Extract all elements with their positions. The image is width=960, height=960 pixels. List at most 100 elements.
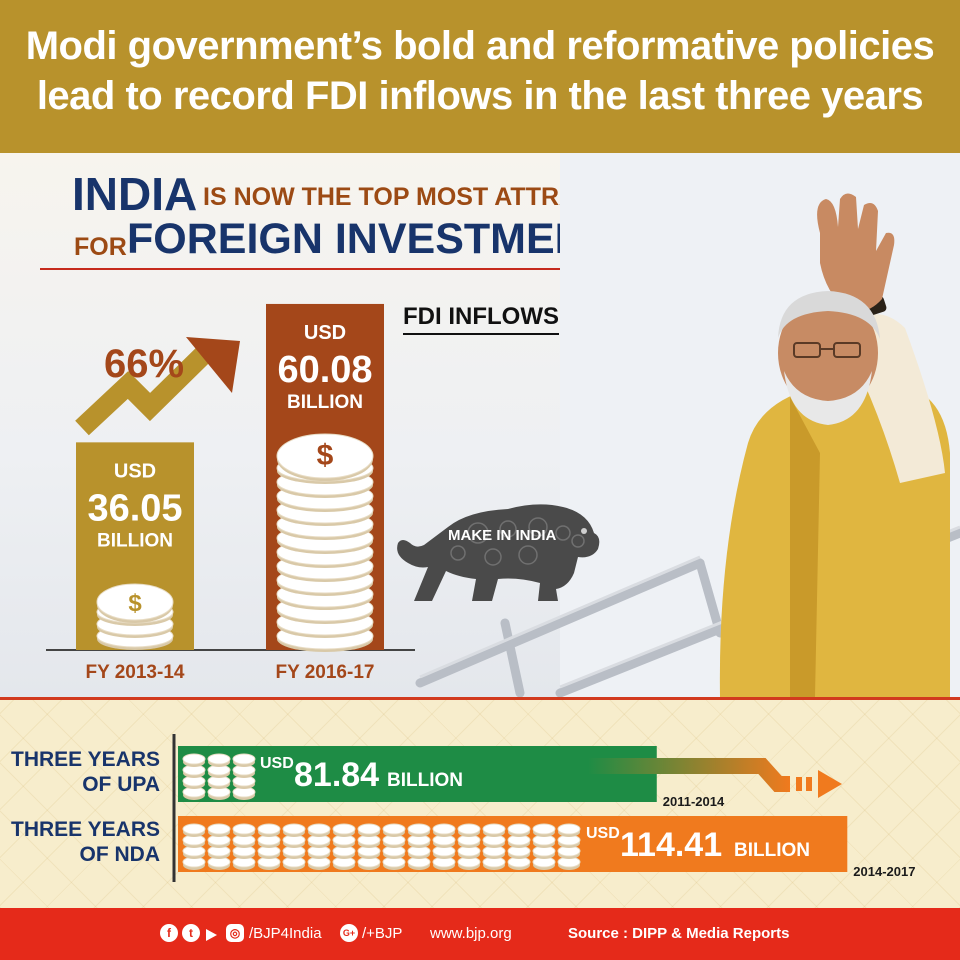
footer-bar: f t ◎ /BJP4India G+ /+BJP www.bjp.org So… xyxy=(0,908,960,960)
make-in-india-text: MAKE IN INDIA xyxy=(448,527,557,544)
leader-photo xyxy=(415,153,960,697)
coin-icon xyxy=(307,856,331,870)
coin-icon xyxy=(357,823,381,837)
coin-icon xyxy=(232,786,256,800)
google-plus-icon[interactable]: G+ xyxy=(340,924,358,942)
y-tick-label: THREE YEARS xyxy=(11,748,160,771)
transition-arrow-icon xyxy=(588,758,842,798)
coin-icon xyxy=(207,764,231,778)
coin-icon xyxy=(332,856,356,870)
coin-icon xyxy=(382,823,406,837)
bar-2-value-label: 60.08 xyxy=(277,349,372,391)
website-link[interactable]: www.bjp.org xyxy=(430,925,512,942)
headline-foreign-investment: FOREIGN INVESTMENT xyxy=(127,215,612,263)
coin-icon xyxy=(207,786,231,800)
coin-icon xyxy=(457,845,481,859)
coin-icon xyxy=(182,845,206,859)
coin-icon xyxy=(432,823,456,837)
coin-icon xyxy=(332,834,356,848)
coin-icon xyxy=(407,823,431,837)
coin-icon xyxy=(532,845,556,859)
y-tick-label: OF UPA xyxy=(82,773,160,796)
y-tick-label: THREE YEARS xyxy=(11,818,160,841)
coin-icon xyxy=(232,753,256,767)
coin-icon xyxy=(182,753,206,767)
coin-icon xyxy=(307,845,331,859)
bar-1-label-bottom: BILLION xyxy=(97,530,173,551)
dollar-coin-icon: $ xyxy=(96,583,174,623)
coin-icon xyxy=(232,823,256,837)
google-plus-handle[interactable]: /+BJP xyxy=(362,925,403,942)
coin-icon xyxy=(482,856,506,870)
coin-icon xyxy=(532,856,556,870)
headline-for: FOR xyxy=(74,233,127,261)
bar-1-value-label: 36.05 xyxy=(87,487,182,529)
coin-icon xyxy=(182,856,206,870)
bar-2-label-top: USD xyxy=(304,322,346,344)
instagram-icon[interactable]: ◎ xyxy=(226,924,244,942)
coin-icon xyxy=(332,823,356,837)
coin-icon xyxy=(407,845,431,859)
coin-icon xyxy=(332,845,356,859)
header-banner: Modi government’s bold and reformative p… xyxy=(0,0,960,153)
coin-icon xyxy=(307,834,331,848)
coin-icon xyxy=(407,834,431,848)
youtube-icon[interactable] xyxy=(206,929,217,941)
coin-icon xyxy=(557,834,581,848)
coin-icon xyxy=(207,856,231,870)
hbar-2-value-label: 114.41 xyxy=(620,826,722,864)
headline-underline xyxy=(40,268,722,270)
coin-icon xyxy=(532,834,556,848)
hbar-1-value-label: 81.84 xyxy=(294,756,379,794)
upa-vs-nda-panel: THREE YEARS OF UPA USD 81.84 BILLION 2011-201… xyxy=(0,697,960,908)
x-tick-label: FY 2016-17 xyxy=(276,662,375,683)
coin-icon xyxy=(482,823,506,837)
headline-india: INDIA xyxy=(72,168,198,220)
coin-icon xyxy=(382,834,406,848)
period-label: 2014-2017 xyxy=(853,864,915,879)
coin-icon xyxy=(432,845,456,859)
coin-icon xyxy=(457,856,481,870)
coin-icon xyxy=(232,764,256,778)
x-tick-label: FY 2013-14 xyxy=(86,662,185,683)
coin-icon xyxy=(507,856,531,870)
make-in-india-lion-logo xyxy=(397,504,600,601)
growth-percent-label: 66% xyxy=(104,342,184,386)
coin-icon xyxy=(357,834,381,848)
coin-icon xyxy=(357,856,381,870)
coin-icon xyxy=(182,786,206,800)
coin-icon xyxy=(382,845,406,859)
dollar-icon: $ xyxy=(128,590,142,617)
coin-icon xyxy=(182,775,206,789)
header-title-line-2: lead to record FDI inflows in the last t… xyxy=(36,74,924,118)
coin-icon xyxy=(557,845,581,859)
dollar-coin-icon: $ xyxy=(276,433,374,481)
facebook-icon[interactable]: f xyxy=(160,924,178,942)
twitter-icon[interactable]: t xyxy=(182,924,200,942)
bar-1-label-top: USD xyxy=(114,460,156,482)
coin-icon xyxy=(457,834,481,848)
dollar-icon: $ xyxy=(317,439,334,472)
bar-2-label-bottom: BILLION xyxy=(287,392,363,413)
coin-icon xyxy=(282,823,306,837)
hbar-1-suffix: BILLION xyxy=(387,770,463,791)
coin-icon xyxy=(357,845,381,859)
coin-icon xyxy=(507,845,531,859)
coin-icon xyxy=(557,823,581,837)
coin-icon xyxy=(257,834,281,848)
coin-icon xyxy=(457,823,481,837)
coin-icon xyxy=(307,823,331,837)
y-tick-label: OF NDA xyxy=(80,843,161,866)
coin-icon xyxy=(207,823,231,837)
coin-icon xyxy=(182,834,206,848)
coin-icon xyxy=(507,823,531,837)
coin-icon xyxy=(207,834,231,848)
coin-icon xyxy=(532,823,556,837)
coin-icon xyxy=(507,834,531,848)
coin-icon xyxy=(482,834,506,848)
social-handle[interactable]: /BJP4India xyxy=(249,925,322,942)
coin-icon xyxy=(182,823,206,837)
coin-icon xyxy=(232,834,256,848)
